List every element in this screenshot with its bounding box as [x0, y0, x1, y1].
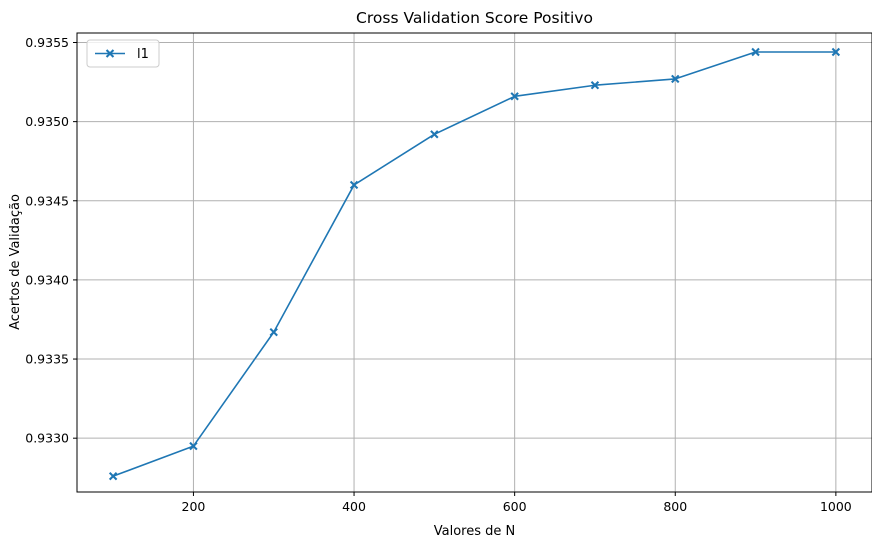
x-tick-label: 200 — [182, 499, 206, 514]
x-axis-label: Valores de N — [434, 524, 516, 539]
y-tick-label: 0.9340 — [25, 272, 69, 287]
data-point — [831, 47, 841, 57]
legend: l1 — [86, 39, 160, 68]
legend-marker-l1 — [105, 49, 115, 58]
x-axis-ticks: 200 400 600 800 1000 — [182, 492, 852, 514]
data-point — [189, 441, 198, 451]
y-axis-ticks: 0.9330 0.9335 0.9340 0.9345 0.9350 0.9355 — [25, 35, 77, 446]
y-tick-label: 0.9330 — [25, 431, 69, 446]
grid — [77, 33, 872, 492]
x-tick-label: 1000 — [820, 499, 852, 514]
y-axis-label: Acertos de Validação — [8, 194, 23, 330]
data-point — [671, 74, 680, 84]
data-point — [108, 471, 118, 481]
series-line-l1 — [112, 51, 836, 477]
x-tick-label: 600 — [503, 499, 527, 514]
y-tick-label: 0.9345 — [25, 193, 69, 208]
x-tick-label: 400 — [342, 499, 366, 514]
y-tick-label: 0.9355 — [25, 35, 69, 50]
legend-label-l1: l1 — [137, 47, 149, 62]
series-group — [108, 47, 841, 481]
plot-frame — [76, 32, 872, 493]
data-point — [510, 92, 519, 101]
y-tick-label: 0.9350 — [25, 114, 69, 129]
data-point — [269, 327, 278, 337]
data-point — [751, 47, 760, 57]
data-point — [430, 130, 439, 139]
chart-title: Cross Validation Score Positivo — [356, 9, 593, 27]
data-point — [349, 180, 359, 190]
y-tick-label: 0.9335 — [25, 352, 69, 367]
data-point — [590, 81, 600, 90]
x-tick-label: 800 — [663, 499, 687, 514]
